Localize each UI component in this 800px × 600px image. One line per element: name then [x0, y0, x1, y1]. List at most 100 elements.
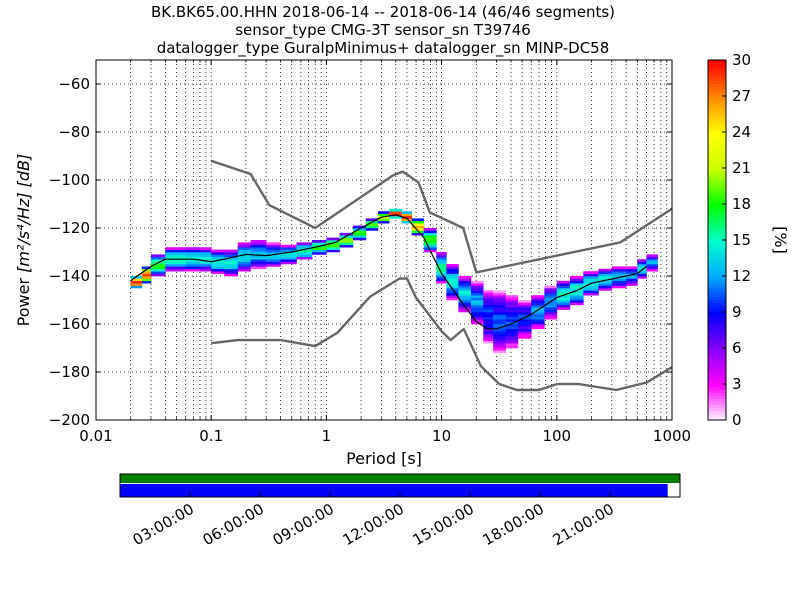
- psd-cell: [598, 276, 613, 279]
- psd-cell: [646, 268, 658, 272]
- y-axis-label-units: [m²/s⁴/Hz] [dB]: [14, 154, 33, 273]
- colorbar-segment: [708, 84, 726, 88]
- psd-cell: [352, 232, 367, 236]
- colorbar-segment: [708, 207, 726, 211]
- psd-cell: [483, 312, 494, 315]
- psd-cell: [517, 333, 532, 337]
- psd-cell: [280, 261, 297, 265]
- psd-cell: [141, 271, 152, 274]
- psd-cell: [483, 292, 494, 296]
- psd-cell: [401, 216, 412, 219]
- psd-cell: [458, 295, 472, 298]
- psd-cell: [483, 326, 494, 330]
- psd-cell: [250, 264, 267, 267]
- psd-cell: [211, 268, 225, 272]
- chart-title-line: datalogger_type GuralpMinimus+ datalogge…: [157, 39, 610, 58]
- psd-cell: [211, 271, 225, 274]
- psd-cell: [583, 288, 599, 291]
- colorbar-segment: [708, 213, 726, 217]
- psd-cell: [471, 316, 484, 320]
- psd-cell: [250, 240, 267, 243]
- psd-cell: [569, 300, 584, 303]
- psd-cell: [150, 268, 166, 272]
- psd-cell: [296, 244, 313, 248]
- psd-cell: [531, 300, 545, 303]
- psd-cell: [312, 242, 327, 246]
- psd-cell: [646, 256, 658, 260]
- psd-cell: [544, 297, 558, 301]
- psd-cell: [493, 304, 506, 308]
- psd-cell: [446, 273, 459, 277]
- psd-cell: [637, 264, 647, 267]
- psd-cell: [556, 280, 571, 284]
- y-tick-label: −140: [49, 267, 90, 285]
- psd-cell: [531, 307, 545, 310]
- psd-cell: [531, 302, 545, 306]
- colorbar-segment: [708, 285, 726, 289]
- psd-cell: [224, 271, 239, 274]
- coverage-bar-top: [120, 474, 680, 483]
- coverage-time-label: 06:00:00: [200, 500, 267, 549]
- psd-cell: [185, 261, 201, 265]
- psd-cell: [505, 295, 519, 298]
- colorbar-segment: [708, 261, 726, 265]
- colorbar: [708, 60, 726, 421]
- psd-cell: [556, 304, 571, 308]
- psd-cell: [446, 266, 459, 270]
- psd-cell: [436, 276, 447, 279]
- colorbar-segment: [708, 339, 726, 343]
- psd-cell: [446, 264, 459, 267]
- psd-cell: [150, 266, 166, 270]
- psd-cell: [505, 302, 519, 306]
- colorbar-segment: [708, 222, 726, 226]
- psd-cell: [483, 319, 494, 322]
- psd-cell: [517, 336, 532, 339]
- psd-cell: [569, 280, 584, 284]
- psd-cell: [493, 314, 506, 318]
- colorbar-segment: [708, 93, 726, 97]
- colorbar-tick-label: 18: [732, 195, 751, 213]
- psd-cell: [458, 280, 472, 284]
- colorbar-segment: [708, 288, 726, 292]
- psd-cell: [211, 254, 225, 258]
- psd-cell: [280, 249, 297, 253]
- psd-cell: [505, 340, 519, 344]
- psd-cell: [296, 252, 313, 255]
- colorbar-segment: [708, 387, 726, 391]
- psd-cell: [611, 266, 627, 270]
- psd-cell: [517, 328, 532, 332]
- colorbar-segment: [708, 366, 726, 370]
- psd-cell: [637, 259, 647, 262]
- psd-cell: [637, 266, 647, 270]
- psd-cell: [250, 244, 267, 248]
- coverage-bar-data: [120, 484, 668, 497]
- psd-cell: [339, 242, 354, 246]
- psd-cell: [505, 338, 519, 342]
- colorbar-segment: [708, 345, 726, 349]
- psd-cell: [250, 256, 267, 260]
- colorbar-segment: [708, 399, 726, 403]
- psd-cell: [505, 331, 519, 334]
- psd-cell: [556, 283, 571, 286]
- psd-cell: [211, 256, 225, 260]
- colorbar-segment: [708, 405, 726, 409]
- colorbar-segment: [708, 168, 726, 172]
- colorbar-segment: [708, 360, 726, 364]
- colorbar-segment: [708, 153, 726, 157]
- psd-cell: [200, 266, 212, 270]
- psd-cell: [436, 252, 447, 255]
- psd-cell: [423, 235, 437, 238]
- psd-cell: [544, 302, 558, 306]
- psd-density: [130, 208, 658, 354]
- colorbar-segment: [708, 396, 726, 400]
- colorbar-segment: [708, 240, 726, 244]
- psd-cell: [436, 261, 447, 265]
- colorbar-segment: [708, 210, 726, 214]
- psd-cell: [483, 290, 494, 294]
- psd-cell: [517, 324, 532, 327]
- colorbar-tick-label: 15: [732, 231, 751, 249]
- psd-cell: [224, 264, 239, 267]
- colorbar-segment: [708, 135, 726, 139]
- psd-cell: [401, 213, 412, 217]
- coverage-time-label: 09:00:00: [270, 500, 337, 549]
